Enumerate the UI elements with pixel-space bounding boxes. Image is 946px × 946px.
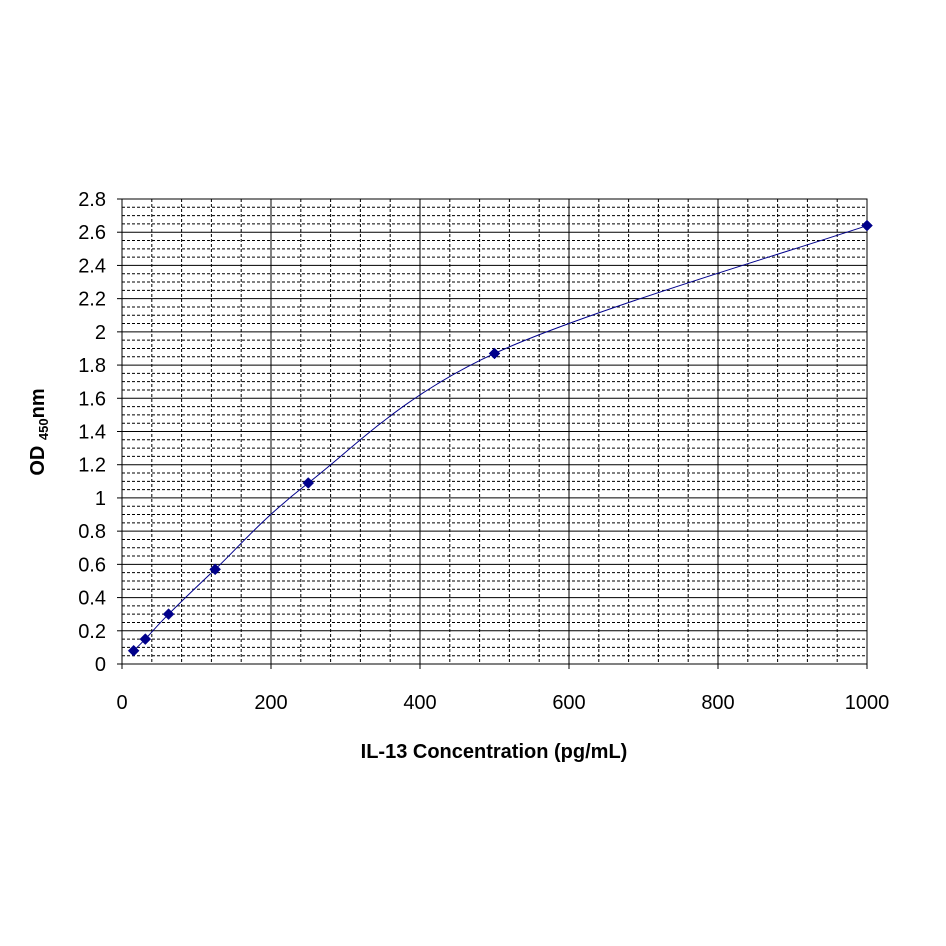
x-tick-label: 800 xyxy=(701,692,734,714)
x-tick-label: 0 xyxy=(116,692,127,714)
y-tick-label: 2 xyxy=(95,322,106,344)
y-tick-label: 0.8 xyxy=(78,521,106,543)
x-axis-title: IL-13 Concentration (pg/mL) xyxy=(361,741,628,763)
y-tick-label: 1 xyxy=(95,488,106,510)
y-tick-label: 2.2 xyxy=(78,289,106,311)
y-tick-label: 0 xyxy=(95,654,106,676)
y-tick-label: 2.4 xyxy=(78,255,106,277)
x-tick-label: 400 xyxy=(403,692,436,714)
y-tick-label: 1.8 xyxy=(78,355,106,377)
y-axis-title-main: OD xyxy=(27,440,49,476)
y-tick-label: 1.2 xyxy=(78,455,106,477)
y-tick-label: 2.8 xyxy=(78,189,106,211)
y-tick-label: 2.6 xyxy=(78,222,106,244)
y-tick-label: 0.6 xyxy=(78,554,106,576)
series-layer xyxy=(127,219,873,657)
y-axis-title-tail: nm xyxy=(27,388,49,418)
data-point-diamond xyxy=(127,644,140,657)
series-line xyxy=(133,225,868,652)
data-point-diamond xyxy=(488,347,501,360)
y-axis-ticks: 0 0.2 0.4 0.6 0.8 1 1.2 1.4 1.6 1.8 2 2.2 2.4 2.6 2.8 xyxy=(78,189,122,676)
data-point-diamond xyxy=(861,219,873,232)
y-tick-label: 1.6 xyxy=(78,388,106,410)
data-point-diamond xyxy=(302,477,315,489)
x-tick-label: 600 xyxy=(552,692,585,714)
x-tick-label: 1000 xyxy=(845,692,890,714)
data-point-diamond xyxy=(209,563,221,576)
grid xyxy=(121,198,868,665)
y-axis-title: OD 450nm xyxy=(27,388,51,475)
data-point-diamond xyxy=(162,608,175,621)
y-tick-label: 0.2 xyxy=(78,621,106,643)
y-tick-label: 0.4 xyxy=(78,588,106,610)
data-point-diamond xyxy=(139,633,152,645)
x-axis-ticks: 0 200 400 600 800 1000 xyxy=(116,664,889,714)
y-axis-title-subscript: 450 xyxy=(36,418,51,440)
y-tick-label: 1.4 xyxy=(78,422,106,444)
x-tick-label: 200 xyxy=(254,692,287,714)
